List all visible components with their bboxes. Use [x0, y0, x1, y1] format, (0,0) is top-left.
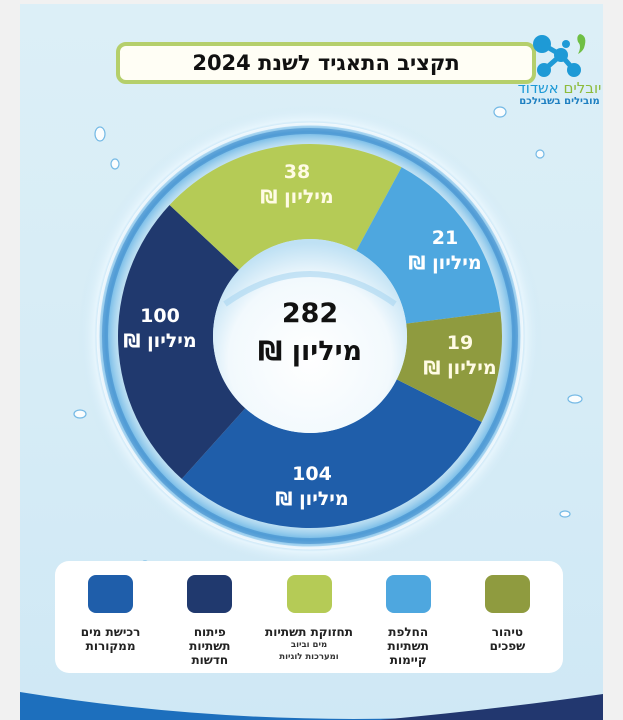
legend-label-line: שפכים [489, 639, 526, 653]
donut-segment-purchase [181, 379, 482, 528]
legend-label: החלפת תשתיות קיימות [388, 625, 429, 667]
total-label: 282 מיליון ₪ [258, 296, 362, 372]
segment-unit: מיליון ₪ [275, 488, 349, 510]
total-unit: מיליון ₪ [257, 336, 363, 367]
legend-swatch [88, 575, 134, 613]
legend-sublabel-line: ומערכות לוגיות [279, 652, 339, 662]
segment-label-purchase: 104 מיליון ₪ [275, 462, 348, 512]
water-droplets [73, 106, 583, 568]
legend-label: פיתוח תשתיות חדשות [189, 625, 230, 667]
legend-swatch [286, 575, 332, 613]
segment-label-maintenance: 38 מיליון ₪ [260, 160, 333, 210]
legend-swatch [187, 575, 233, 613]
legend-item-purchase: רכישת מים ממקורות [61, 561, 160, 673]
legend-label-line: חדשות [191, 653, 229, 667]
legend-label-line: ממקורות [85, 639, 136, 653]
legend-label: תחזוקת תשתיות [265, 625, 353, 639]
segment-unit: מיליון ₪ [123, 330, 197, 352]
legend-item-maintenance: תחזוקת תשתיות מים וביוב ומערכות לוגיות [259, 561, 358, 673]
page-title: תקציב התאגיד לשנת 2024 [192, 51, 460, 75]
legend-swatch [385, 575, 431, 613]
legend-label-line: תחזוקת תשתיות [265, 625, 353, 639]
legend-label-line: טיהור [491, 625, 524, 639]
legend-label-line: פיתוח [193, 625, 226, 639]
logo-name-part1: יובלים [563, 79, 602, 97]
donut-center [213, 239, 407, 433]
total-value: 282 [281, 298, 339, 329]
segment-value: 38 [283, 161, 311, 183]
donut-segment-sewage [396, 311, 502, 422]
chart-legend: רכישת מים ממקורות פיתוח תשתיות חדשות תחז… [55, 561, 563, 673]
segment-label-replacement: 21 מיליון ₪ [408, 226, 481, 276]
legend-label-line: רכישת מים [80, 625, 141, 639]
logo-name-part2: אשדוד [517, 79, 559, 97]
bottom-wave-decoration [20, 692, 603, 720]
logo: יובלים אשדוד מובילים בשבילכם [512, 32, 603, 112]
segment-unit: מיליון ₪ [423, 357, 497, 379]
donut-segment-maintenance [169, 144, 402, 270]
segment-value: 104 [292, 463, 332, 485]
legend-item-development: פיתוח תשתיות חדשות [160, 561, 259, 673]
logo-name: יובלים אשדוד [512, 80, 603, 96]
legend-sublabel: מים וביוב ומערכות לוגיות [279, 639, 338, 663]
legend-label: טיהור שפכים [490, 625, 526, 653]
donut-chart [73, 104, 583, 568]
legend-label-line: תשתיות [387, 639, 429, 653]
segment-unit: מיליון ₪ [260, 186, 334, 208]
segment-label-sewage: 19 מיליון ₪ [423, 331, 496, 381]
legend-label-line: החלפת [388, 625, 429, 639]
logo-mark-icon [532, 34, 585, 77]
legend-swatch [484, 575, 530, 613]
infographic-panel: 38 מיליון ₪ 21 מיליון ₪ 19 מיליון ₪ 100 … [20, 4, 603, 720]
legend-item-sewage: טיהור שפכים [458, 561, 557, 673]
segment-value: 100 [140, 305, 180, 327]
donut-segment-development [118, 205, 246, 479]
legend-sublabel-line: מים וביוב [290, 640, 328, 650]
legend-label-line: קיימות [389, 653, 427, 667]
legend-label: רכישת מים ממקורות [81, 625, 141, 653]
logo-tagline: מובילים בשבילכם [519, 96, 600, 107]
segment-label-development: 100 מיליון ₪ [123, 304, 196, 354]
donut-segment-replacement [356, 167, 501, 324]
segment-value: 19 [446, 332, 474, 354]
segment-unit: מיליון ₪ [408, 252, 482, 274]
title-banner: תקציב התאגיד לשנת 2024 [116, 42, 536, 84]
legend-item-replacement: החלפת תשתיות קיימות [359, 561, 458, 673]
legend-label-line: תשתיות [189, 639, 231, 653]
segment-value: 21 [431, 227, 459, 249]
